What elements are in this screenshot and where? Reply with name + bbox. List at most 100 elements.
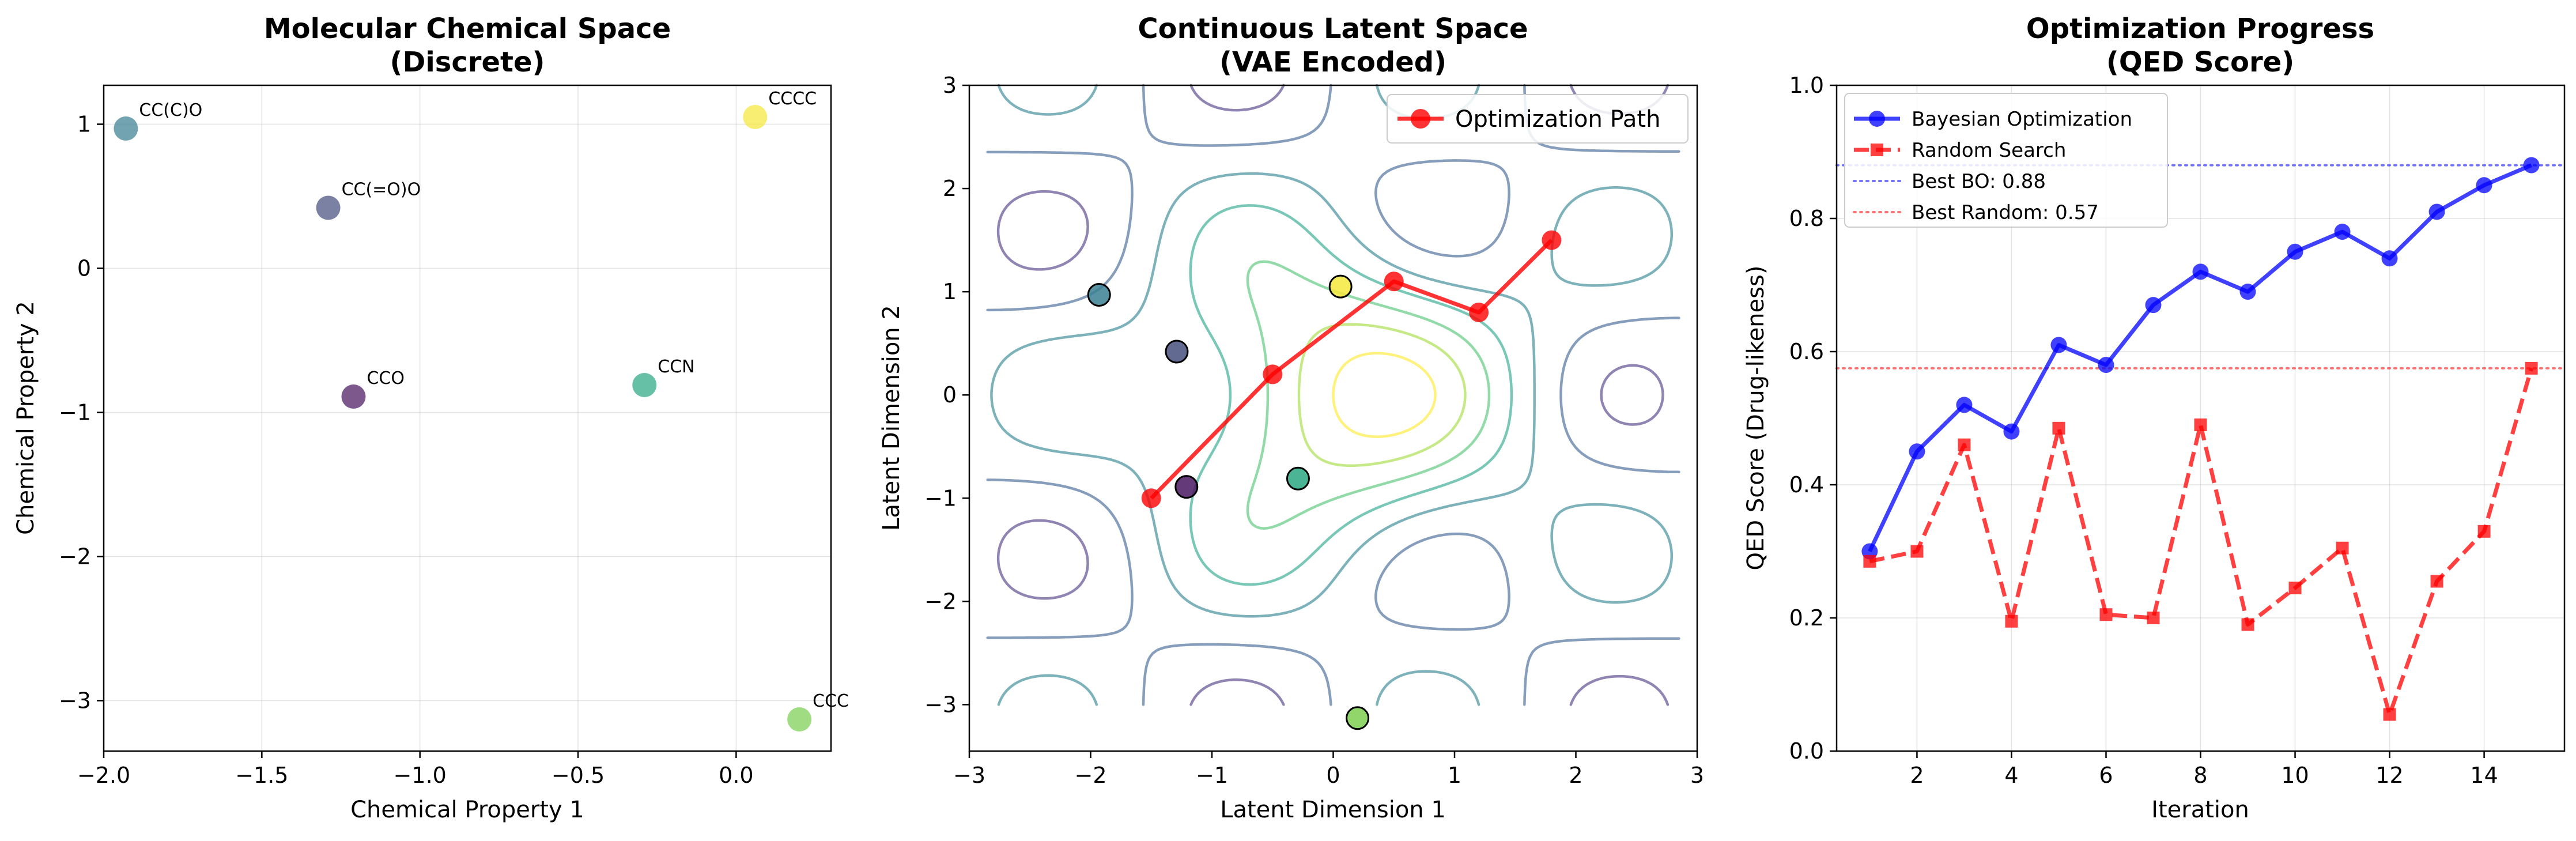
- scatter-point: [787, 707, 812, 731]
- legend-label: Best Random: 0.57: [1912, 201, 2099, 224]
- x-tick-label: 2: [1569, 763, 1582, 788]
- path-point: [1469, 302, 1489, 322]
- x-axis-label: Iteration: [2151, 797, 2249, 823]
- y-tick-label: 0: [77, 256, 91, 281]
- legend-marker: [1411, 109, 1430, 129]
- encoded-point: [1286, 466, 1310, 491]
- series-line-random: [1869, 367, 2533, 716]
- contour-level: [1332, 352, 1437, 438]
- ticks-group: −3 −2 −1 0 1 2 3 3 2 1 0 −1 −2 −3: [924, 73, 1704, 788]
- point-annotation: CCO: [367, 368, 405, 389]
- random-point: [1910, 545, 1924, 558]
- scatter-point: [316, 195, 341, 220]
- contour-level: [1246, 260, 1491, 530]
- x-tick-label: −1.5: [235, 763, 288, 788]
- point-annotation: CCN: [658, 357, 694, 377]
- contour-level: [1297, 323, 1467, 467]
- y-tick-label: 0: [943, 382, 957, 408]
- encoded-points: [1087, 274, 1370, 730]
- y-axis-label: Latent Dimension 2: [878, 305, 905, 531]
- y-tick-label: 1.0: [1789, 73, 1824, 98]
- x-tick-label: 0: [1326, 763, 1340, 788]
- legend-label: Bayesian Optimization: [1912, 108, 2132, 131]
- x-tick-label: 3: [1690, 763, 1704, 788]
- path-point: [1141, 488, 1161, 508]
- point-annotation: CC(C)O: [139, 100, 202, 120]
- y-tick-label: 1: [943, 279, 957, 304]
- legend-label: Optimization Path: [1455, 106, 1660, 133]
- encoded-point: [1174, 475, 1199, 499]
- x-tick-label: −2.0: [77, 763, 130, 788]
- random-point: [2052, 421, 2065, 435]
- x-tick-label: −1.0: [394, 763, 447, 788]
- scatter-point: [114, 116, 138, 141]
- y-tick-label: −3: [59, 688, 91, 714]
- bayesian-point: [2239, 284, 2256, 300]
- random-point: [2099, 608, 2113, 621]
- y-tick-label: 0.6: [1789, 339, 1824, 364]
- encoded-point: [1346, 706, 1370, 730]
- chemical-space-panel: Molecular Chemical Space (Discrete) Chem…: [13, 13, 849, 823]
- random-point: [2194, 418, 2207, 432]
- legend-marker: [1869, 111, 1885, 127]
- random-point: [1863, 555, 1876, 568]
- point-annotation: CC(=O)O: [342, 180, 421, 200]
- random-point: [2383, 708, 2396, 721]
- y-tick-label: 0.8: [1789, 206, 1824, 231]
- x-tick-label: −0.5: [552, 763, 605, 788]
- x-tick-label: 4: [2004, 763, 2018, 788]
- plot-area-frame: [103, 84, 832, 752]
- chart-title-line2: (QED Score): [2106, 46, 2294, 78]
- y-tick-label: 3: [943, 73, 957, 98]
- scatter-point: [341, 384, 366, 409]
- random-point: [1958, 438, 1971, 451]
- bayesian-point: [2192, 263, 2209, 280]
- random-point: [2477, 525, 2491, 538]
- bayesian-point: [2287, 243, 2303, 260]
- encoded-point: [1165, 340, 1189, 364]
- random-point: [2005, 614, 2018, 628]
- x-axis-label: Latent Dimension 1: [1220, 797, 1446, 823]
- x-tick-label: 14: [2470, 763, 2498, 788]
- scatter-point: [743, 105, 768, 129]
- bayesian-point: [2145, 297, 2162, 314]
- x-tick-label: −1: [1196, 763, 1228, 788]
- contour-lines: [986, 84, 1680, 706]
- y-tick-label: 0.4: [1789, 472, 1824, 497]
- y-tick-label: −1: [59, 400, 91, 425]
- x-tick-label: −3: [953, 763, 985, 788]
- optimization-progress-panel: Optimization Progress (QED Score) Iterat…: [1743, 13, 2566, 823]
- random-point: [2147, 612, 2160, 624]
- x-tick-label: 2: [1910, 763, 1924, 788]
- optimization-path: [1141, 230, 1562, 508]
- x-tick-label: 1: [1448, 763, 1461, 788]
- legend-label: Best BO: 0.88: [1912, 170, 2046, 193]
- legend-box: [1844, 93, 2168, 228]
- y-tick-label: −2: [59, 544, 91, 570]
- legend: Bayesian Optimization Random Search Best B…: [1844, 93, 2168, 228]
- random-point: [2336, 541, 2349, 555]
- random-point: [2525, 361, 2538, 375]
- random-point: [2430, 575, 2443, 588]
- latent-space-panel: Continuous Latent Space (VAE Encoded) La…: [878, 13, 1704, 823]
- bayesian-point: [2003, 423, 2020, 440]
- encoded-point: [1087, 283, 1111, 307]
- path-point: [1542, 230, 1562, 250]
- legend-label: Random Search: [1912, 139, 2066, 162]
- path-point: [1263, 364, 1283, 384]
- y-tick-label: −2: [924, 589, 957, 614]
- y-tick-label: −3: [924, 692, 957, 717]
- y-tick-label: 0.0: [1789, 738, 1824, 764]
- bayesian-point: [2381, 250, 2398, 267]
- y-tick-label: 0.2: [1789, 605, 1824, 631]
- bayesian-point: [2098, 357, 2114, 374]
- y-tick-label: 2: [943, 176, 957, 201]
- bayesian-point: [2334, 224, 2351, 240]
- y-tick-label: 1: [77, 112, 91, 137]
- bayesian-point: [1956, 397, 1973, 413]
- x-tick-label: 0.0: [719, 763, 753, 788]
- path-point: [1384, 271, 1404, 292]
- bayesian-point: [2050, 337, 2067, 353]
- chart-title-line1: Continuous Latent Space: [1138, 13, 1528, 45]
